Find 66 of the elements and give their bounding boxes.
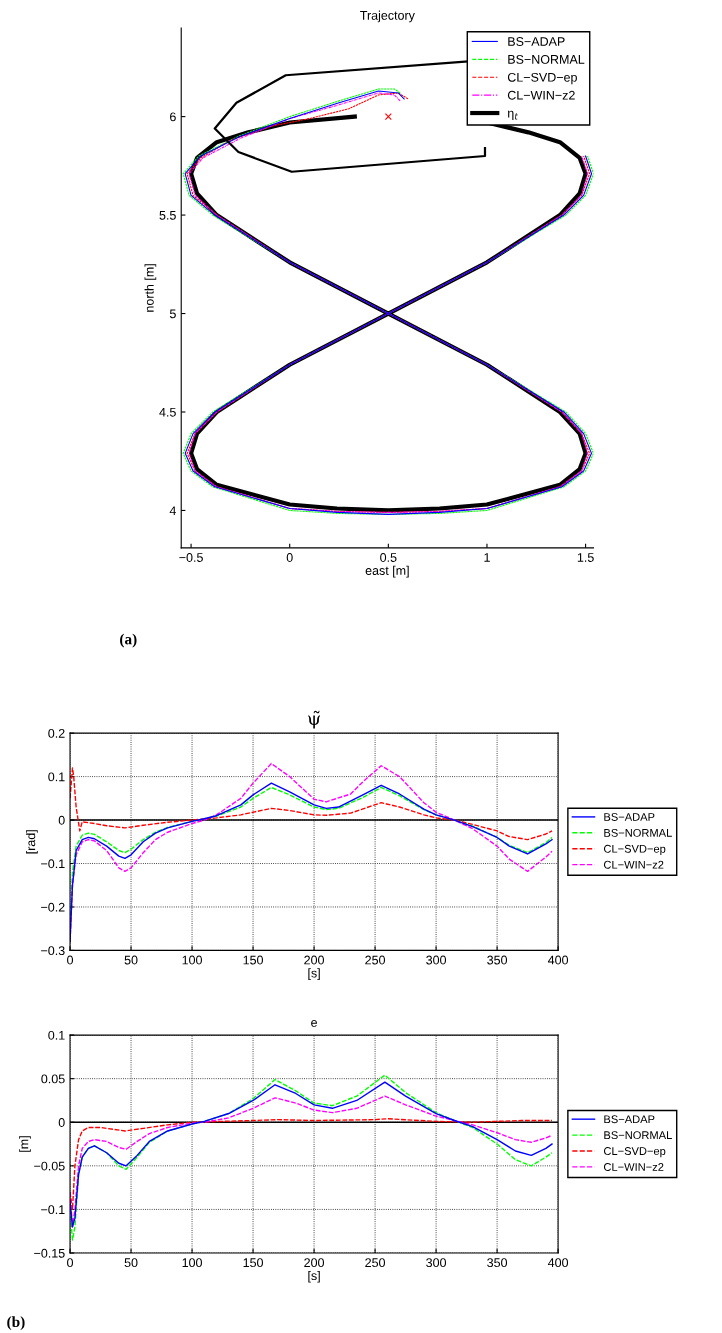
x-tick-label: 300 [426,955,447,965]
y-tick-label: −0.1 [41,859,65,869]
x-tick-label: 250 [365,955,386,965]
x-tick-label: 0 [67,1258,74,1268]
y-tick-label: 6 [170,112,176,122]
x-tick-label: −0.5 [179,553,203,562]
line-series [70,767,553,841]
y-axis-title: [m] [19,1136,31,1152]
chart-title: Trajectory [360,10,415,23]
x-tick-label: 150 [243,1258,263,1268]
x-tick-label: 200 [304,1258,325,1268]
y-tick-label: 4.5 [159,407,176,417]
y-tick-label: −0.15 [34,1248,65,1258]
x-tick-label: 300 [426,1258,447,1268]
chart-title: e [311,1020,317,1027]
legend-label: CL−SVD−ep [507,72,577,85]
legend-label: CL−WIN−z2 [507,90,575,100]
x-axis-title: east [m] [365,565,409,578]
legend-label: CL−SVD−ep [603,844,666,855]
x-tick-label: 150 [243,955,263,965]
legend-label: η$_{t}$ [507,110,519,120]
legend-label: CL−SVD−ep [603,1147,666,1158]
x-tick-label: 200 [304,955,325,965]
y-axis-title: [rad] [26,830,38,854]
x-tick-label: 50 [124,1258,138,1268]
y-tick-label: 0.1 [48,1030,65,1040]
y-tick-label: 0.2 [48,728,65,738]
x-tick-label: 400 [547,1258,569,1268]
legend-label: CL−WIN−z2 [603,860,664,869]
y-tick-label: 0.1 [48,772,65,782]
x-tick-label: 0.5 [380,553,397,562]
y-tick-label: −0.2 [41,902,65,912]
y-tick-label: 0 [58,1118,65,1127]
text: (a) [120,633,137,648]
x-axis-title: [s] [308,1270,320,1283]
legend-label: BS−NORMAL [604,1131,672,1140]
y-axis-title: north [m] [144,264,157,312]
legend-label: BS−ADAP [604,813,655,821]
x-tick-label: 0 [67,955,74,965]
x-axis-title: [s] [308,968,320,980]
legend-label: CL−WIN−z2 [603,1163,664,1171]
x-tick-label: 350 [487,955,508,965]
chart-title: ψ̃ [308,710,321,729]
x-tick-label: 100 [182,955,202,965]
legend-label: BS−ADAP [604,1115,655,1124]
x-tick-label: 350 [487,1258,508,1268]
y-tick-label: −0.05 [34,1161,65,1171]
x-tick-label: 1 [484,553,490,562]
y-tick-label: 5 [169,309,176,319]
text: (b) [7,1316,25,1331]
y-tick-label: 5.5 [159,211,176,220]
line-series [70,1118,553,1211]
x-tick-label: 100 [182,1258,202,1268]
x-tick-label: 400 [547,955,569,965]
x-tick-label: 50 [124,955,138,965]
y-tick-label: −0.1 [41,1205,65,1215]
y-tick-label: 0 [58,815,65,825]
legend-label: BS−NORMAL [508,54,585,64]
legend-label: BS−ADAP [508,37,565,46]
legend-label: BS−NORMAL [604,828,672,837]
y-tick-label: 4 [169,506,176,515]
x-tick-label: 1.5 [577,553,594,562]
y-tick-label: −0.3 [41,946,65,956]
x-tick-label: 0 [286,553,293,562]
y-tick-label: 0.05 [41,1074,65,1084]
x-tick-label: 250 [365,1258,386,1268]
